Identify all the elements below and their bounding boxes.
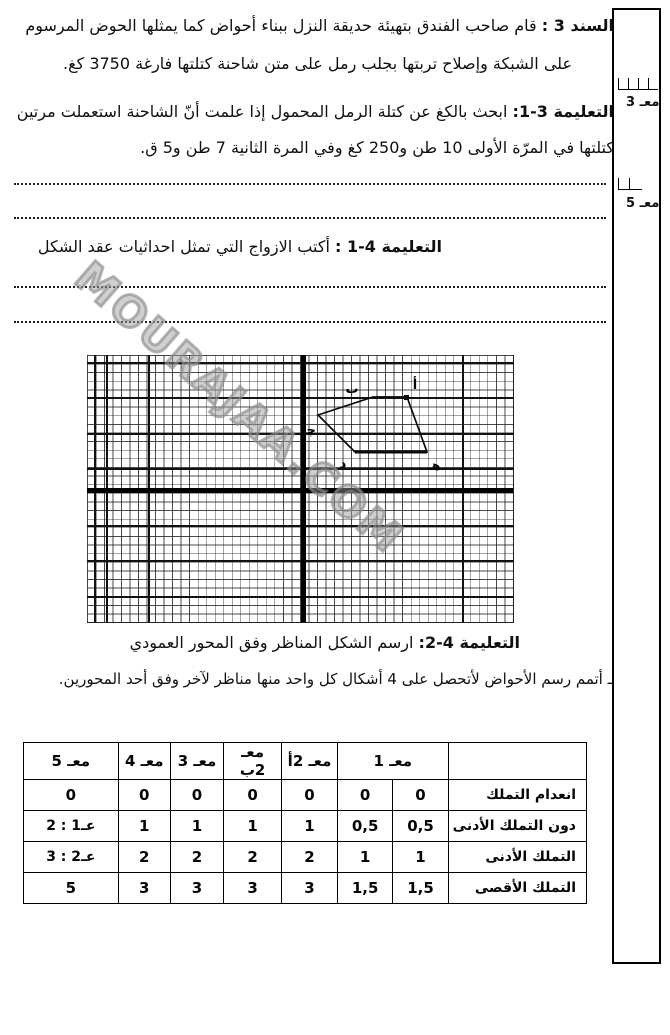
header-empty [447, 742, 588, 780]
shape-pentagon [316, 396, 429, 453]
grid-heavy-hline [87, 525, 513, 527]
header-m1: معـ 1 [336, 742, 449, 780]
score-margin: معـ 3 معـ 5 [612, 8, 661, 964]
cell: 3 [117, 872, 171, 904]
score-table: معـ 1 معـ 2أ معـ 2ب معـ 3 معـ 4 معـ 5 ان… [23, 742, 588, 904]
answer-dotted-line [14, 321, 606, 323]
cell: 0 [169, 779, 225, 811]
table-row: التملك الأقصى 1,5 1,5 3 3 3 3 5 [23, 872, 588, 904]
cell: 2 [169, 841, 225, 873]
instruction-4-2-heading: التعليمة 4-2: [418, 633, 520, 652]
grid-heavy-hline [87, 468, 513, 470]
vertex-label-a: أ [413, 376, 417, 393]
support-3-text-2: على الشبكة وإصلاح تربتها بجلب رمل على مت… [63, 54, 572, 73]
cell: 0 [223, 779, 283, 811]
row-label: انعدام التملك [447, 779, 588, 811]
grid-heavy-hline [87, 362, 513, 364]
header-m5: معـ 5 [23, 742, 119, 780]
cell: 1 [223, 810, 283, 842]
cell: 0 [392, 779, 449, 811]
vertex-dot [404, 395, 409, 400]
horizontal-axis [87, 488, 513, 493]
table-row: التملك الأدنى 1 1 2 2 2 2 عـ2 : 3 [23, 841, 588, 873]
support-3-line-2: على الشبكة وإصلاح تربتها بجلب رمل على مت… [63, 54, 572, 73]
score-label-1: معـ 3 [626, 95, 660, 110]
basin-shape-figure: أ ب جـ د هـ [301, 376, 441, 474]
cell: 0,5 [392, 810, 449, 842]
grid-heavy-hline [87, 560, 513, 562]
instruction-4-1-heading: التعليمة 4-1 : [334, 237, 442, 256]
cell: 1 [392, 841, 449, 873]
grid-heavy-hline [87, 397, 513, 399]
table-row: دون التملك الأدنى 0,5 0,5 1 1 1 1 عـ1 : … [23, 810, 588, 842]
cell: 2 [281, 841, 338, 873]
score-ticks [618, 178, 642, 190]
header-m4: معـ 4 [117, 742, 171, 780]
header-m2a: معـ 2أ [281, 742, 338, 780]
instruction-3-1-line-2: كتلتها في المرّة الأولى 10 طن و250 كغ وف… [140, 138, 614, 157]
instruction-3-1-line-1: التعليمة 3-1: ابحث بالكغ عن كتلة الرمل ا… [17, 102, 614, 121]
instruction-3-1-text-1: ابحث بالكغ عن كتلة الرمل المحمول إذا علم… [16, 102, 508, 121]
grid-heavy-hline [87, 433, 513, 435]
cell: 2 [223, 841, 283, 873]
instruction-4-1-line: التعليمة 4-1 : أكتب الازواج التي تمثل اح… [38, 237, 442, 256]
header-m2b: معـ 2ب [223, 742, 283, 780]
vertex-label-j: جـ [301, 423, 316, 438]
vertex-label-d: د [340, 457, 347, 472]
support-3-line-1: السند 3 : قام صاحب الفندق بتهيئة حديقة ا… [25, 16, 614, 35]
cell: 1 [117, 810, 171, 842]
cell: 0 [23, 779, 119, 811]
cell: 0,5 [336, 810, 394, 842]
cell: عـ2 : 3 [23, 841, 119, 873]
cell: عـ1 : 2 [23, 810, 119, 842]
instruction-3-1-heading: التعليمة 3-1: [512, 102, 614, 121]
row-label: التملك الأدنى [447, 841, 588, 873]
support-3-heading: السند 3 : [541, 16, 614, 35]
cell: 0 [117, 779, 171, 811]
instruction-3-1-text-2: كتلتها في المرّة الأولى 10 طن و250 كغ وف… [140, 138, 614, 157]
row-label: دون التملك الأدنى [447, 810, 588, 842]
answer-dotted-line [14, 183, 606, 185]
cell: 1 [281, 810, 338, 842]
table-header-row: معـ 1 معـ 2أ معـ 2ب معـ 3 معـ 4 معـ 5 [23, 742, 588, 780]
cell: 1,5 [392, 872, 449, 904]
grid-heavy-hline [87, 596, 513, 598]
cell: 5 [23, 872, 119, 904]
instruction-4-2-line: التعليمة 4-2: ارسم الشكل المناظر وفق الم… [130, 633, 520, 652]
cell: 1 [336, 841, 394, 873]
row-label: التملك الأقصى [447, 872, 588, 904]
instruction-4-1-text: أكتب الازواج التي تمثل احداثيات عقد الشك… [37, 237, 330, 256]
instruction-4-2-text: ارسم الشكل المناظر وفق المحور العمودي [129, 633, 414, 652]
vertex-label-b: ب [345, 382, 358, 397]
score-ticks [618, 78, 658, 90]
table-row: انعدام التملك 0 0 0 0 0 0 0 [23, 779, 588, 811]
score-label-2: معـ 5 [626, 196, 660, 211]
coordinate-grid: أ ب جـ د هـ [87, 355, 514, 623]
cell: 0 [336, 779, 394, 811]
cell: 1 [169, 810, 225, 842]
support-3-text-1: قام صاحب الفندق بتهيئة حديقة النزل ببناء… [25, 16, 537, 35]
cell: 0 [281, 779, 338, 811]
answer-dotted-line [14, 286, 606, 288]
cell: 2 [117, 841, 171, 873]
vertex-label-h: هـ [426, 459, 440, 474]
cell: 1,5 [336, 872, 394, 904]
cell: 3 [223, 872, 283, 904]
cell: 3 [281, 872, 338, 904]
cell: 3 [169, 872, 225, 904]
instruction-4-2-bullet: ـ أتمم رسم الأحواض لأتحصل على 4 أشكال كل… [58, 670, 612, 688]
answer-dotted-line [14, 217, 606, 219]
header-m3: معـ 3 [169, 742, 225, 780]
